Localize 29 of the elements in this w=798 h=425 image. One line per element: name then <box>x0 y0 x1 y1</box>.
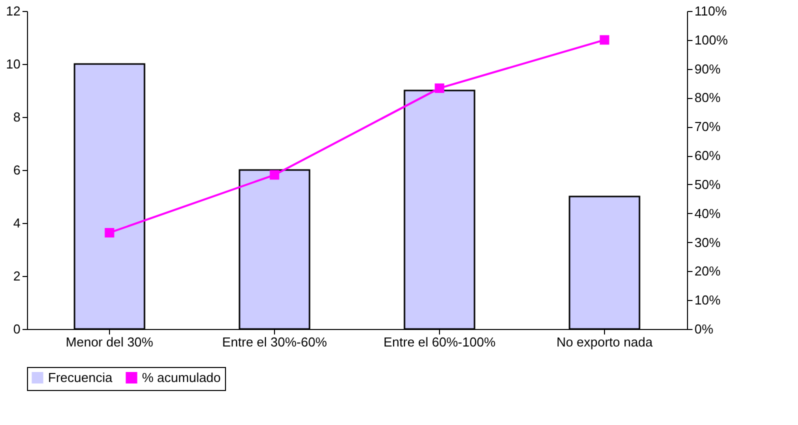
point <box>600 35 610 45</box>
y-tick-label: 8 <box>13 110 20 124</box>
y2-tick-label: 40% <box>694 206 721 221</box>
legend-label: % acumulado <box>142 370 221 385</box>
point <box>104 228 114 238</box>
x-tick-label: No exporto nada <box>556 334 654 350</box>
y-tick-label: 12 <box>6 4 20 18</box>
y-tick-label: 2 <box>13 268 20 284</box>
x-tick-label: Menor del 30% <box>66 334 154 350</box>
y2-tick-label: 50% <box>694 176 721 192</box>
y-tick-label: 6 <box>13 162 20 178</box>
y2-tick-label: 20% <box>694 264 721 279</box>
y2-tick-label: 10% <box>694 292 721 308</box>
x-tick-label: Entre el 60%-100% <box>383 334 496 350</box>
y-tick-label: 4 <box>13 216 20 230</box>
y2-tick-label: 110% <box>694 4 728 18</box>
y2-tick-label: 30% <box>694 234 721 250</box>
y2-tick-label: 100% <box>694 32 728 48</box>
legend-label: Frecuencia <box>48 370 114 385</box>
y2-tick-label: 60% <box>694 148 721 164</box>
x-tick-label: Entre el 30%-60% <box>222 334 328 350</box>
point <box>270 170 280 180</box>
y-tick-label: 0 <box>13 322 20 336</box>
y-tick-label: 10 <box>6 56 20 72</box>
y2-tick-label: 80% <box>694 90 721 106</box>
point <box>434 83 444 93</box>
y2-tick-label: 0% <box>694 322 714 336</box>
y2-tick-label: 90% <box>694 61 721 76</box>
y2-tick-label: 70% <box>694 119 721 134</box>
